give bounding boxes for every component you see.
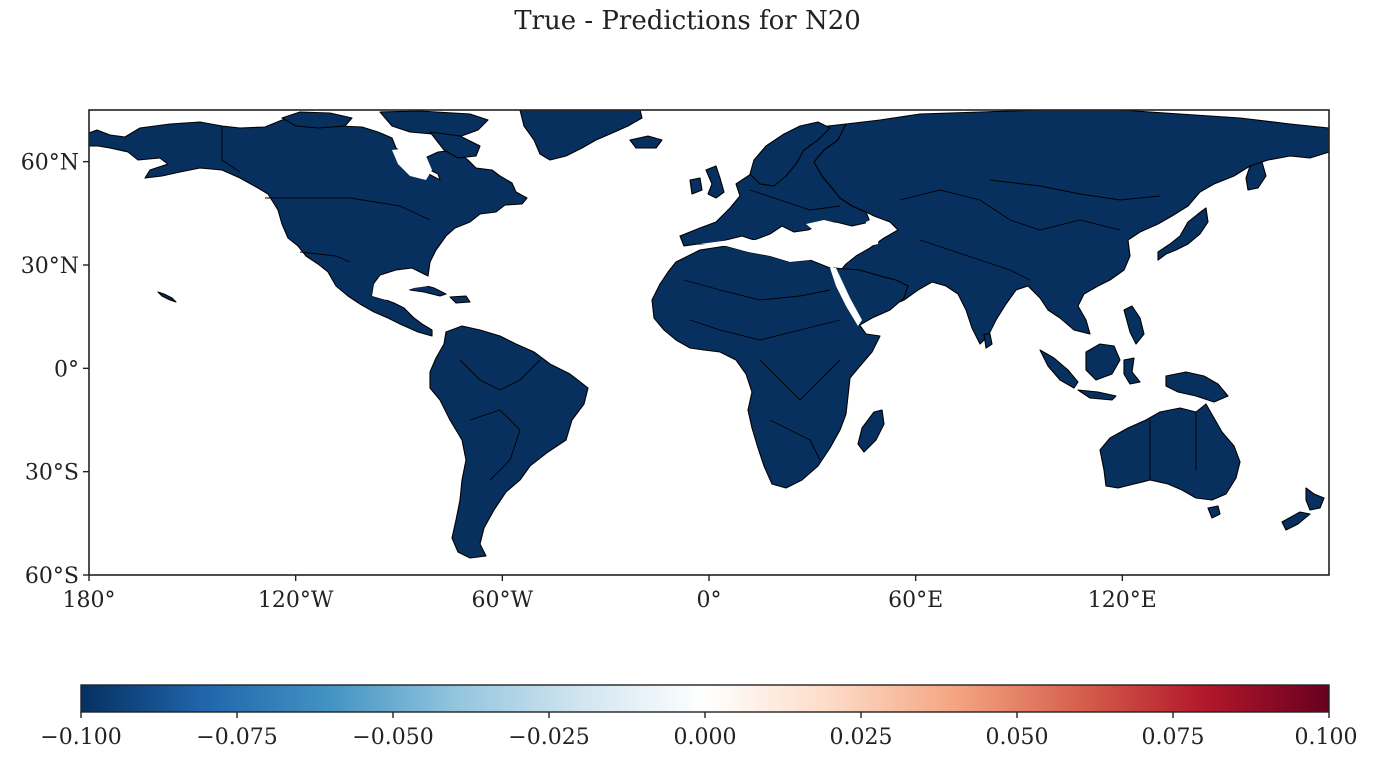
colorbar-tick-label: −0.025 (508, 725, 589, 750)
land-africa (651, 245, 881, 489)
lake-caspian (864, 218, 880, 246)
map-landmasses (89, 110, 1329, 559)
land-scandinavia (749, 121, 831, 187)
land-borneo (1085, 343, 1121, 381)
colorbar-tick-label: −0.100 (40, 725, 121, 750)
land-arctic-islands-1 (281, 111, 353, 129)
land-baffin (429, 131, 481, 159)
x-tick-label: 60°E (888, 588, 943, 613)
land-new-guinea (1165, 371, 1229, 403)
land-new-zealand-south (1281, 511, 1311, 531)
land-arctic-islands-2 (379, 110, 489, 139)
x-tick-label: 0° (697, 588, 722, 613)
colorbar-tick-label: 0.000 (674, 725, 737, 750)
land-java (1077, 389, 1117, 401)
land-sumatra (1039, 349, 1079, 389)
land-sri-lanka (983, 333, 993, 349)
y-tick-label: 30°N (21, 254, 79, 279)
land-south-america (429, 325, 589, 559)
colorbar-tick-label: 0.025 (830, 725, 893, 750)
y-tick-label: 60°N (21, 151, 79, 176)
lake-mediterranean (700, 238, 830, 262)
land-sulawesi (1123, 357, 1141, 385)
country-borders (221, 126, 1197, 481)
y-tick-label: 0° (54, 357, 79, 382)
colorbar-tick-label: 0.100 (1295, 725, 1358, 750)
land-hispaniola (449, 295, 471, 304)
colorbar-axis: −0.100 −0.075 −0.050 −0.025 0.000 0.025 0.050 0… (40, 712, 1357, 750)
land-japan (1157, 207, 1209, 261)
colorbar-tick-label: −0.050 (352, 725, 433, 750)
y-tick-label: 30°S (25, 461, 79, 486)
land-greenland (519, 110, 643, 161)
x-tick-label: 120°E (1088, 588, 1157, 613)
land-madagascar (857, 409, 885, 453)
land-iceland (629, 135, 663, 149)
x-tick-label: 180° (63, 588, 116, 613)
colorbar-tick-label: 0.050 (986, 725, 1049, 750)
land-philippines (1123, 305, 1145, 345)
lake-red-sea (830, 268, 862, 326)
colorbar (80, 684, 1330, 713)
colorbar-tick-label: 0.075 (1142, 725, 1205, 750)
land-hawaii (157, 291, 177, 303)
land-new-zealand-north (1305, 487, 1325, 511)
x-tick-label: 60°W (472, 588, 534, 613)
land-australia (1099, 403, 1241, 501)
land-asia (813, 110, 1329, 345)
figure-title: True - Predictions for N20 (514, 6, 861, 36)
lake-gulf-of-mexico (372, 270, 428, 300)
colorbar-tick-label: −0.075 (196, 725, 277, 750)
land-kamchatka (1245, 161, 1267, 191)
lake-black-sea (806, 220, 840, 234)
lake-hudson-bay (392, 148, 432, 180)
land-ireland (689, 177, 703, 195)
map-axes: 180° 120°W 60°W 0° 60°E 120°E 60°N 30°N 0° 30°S 60… (21, 151, 1157, 613)
land-tasmania (1207, 505, 1221, 519)
y-tick-label: 60°S (25, 564, 79, 589)
land-great-britain (705, 165, 725, 199)
x-tick-label: 120°W (258, 588, 334, 613)
